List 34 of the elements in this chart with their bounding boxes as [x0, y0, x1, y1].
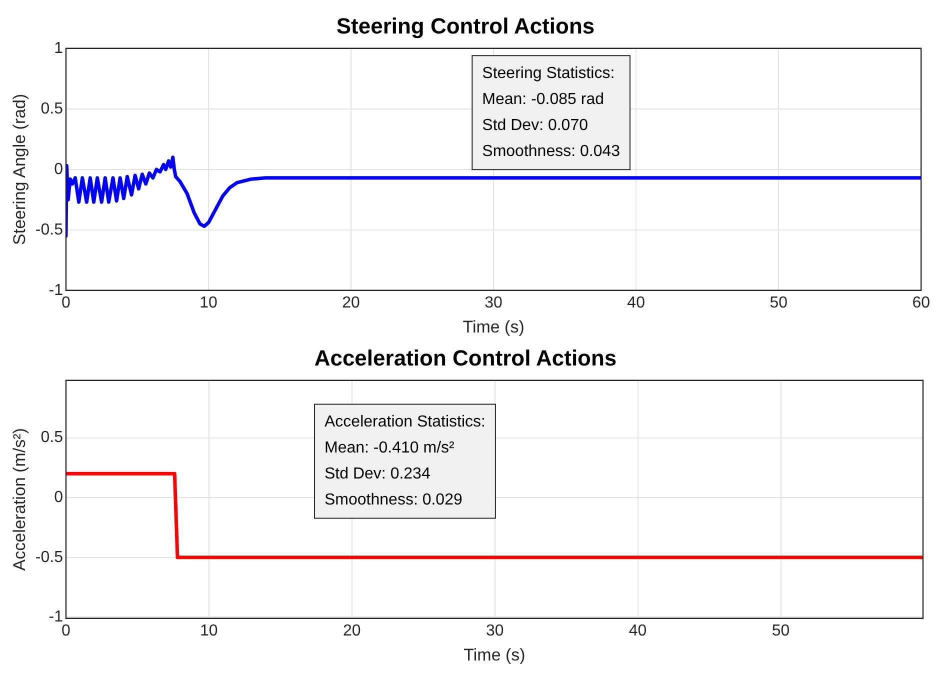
- y-tick-label: -0.5: [35, 548, 64, 566]
- x-tick-label: 50: [770, 294, 788, 312]
- x-tick-label: 10: [200, 622, 218, 640]
- x-axis-title: Time (s): [462, 317, 524, 336]
- y-tick-label: -1: [48, 282, 64, 299]
- x-axis-title: Time (s): [464, 645, 526, 664]
- x-tick-label: 20: [342, 622, 361, 640]
- x-tick-label: 30: [486, 622, 504, 640]
- y-tick-label: -1: [48, 608, 64, 626]
- annotation: Smoothness: 0.029: [324, 492, 462, 509]
- y-tick-label: 1: [54, 40, 64, 57]
- y-axis-title: Steering Angle (rad): [10, 94, 29, 245]
- x-tick-label: 20: [342, 294, 360, 312]
- y-axis-title: Acceleration (m/s²): [10, 428, 29, 571]
- annotation: Mean: -0.085 rad: [482, 91, 604, 108]
- annotation: Smoothness: 0.043: [482, 143, 620, 160]
- x-tick-label: 50: [772, 622, 790, 640]
- annotation: Std Dev: 0.234: [324, 466, 430, 483]
- x-tick-label: 40: [627, 294, 646, 312]
- x-tick-label: 10: [200, 294, 218, 312]
- y-tick-label: -0.5: [35, 221, 64, 238]
- annotation: Acceleration Statistics:: [324, 414, 486, 431]
- x-tick-label: 30: [484, 294, 503, 312]
- annotation: Steering Statistics:: [482, 65, 615, 82]
- y-tick-label: 0: [54, 489, 64, 506]
- x-tick-label: 60: [912, 294, 930, 312]
- x-tick-label: 40: [628, 622, 647, 640]
- y-tick-label: 0.5: [40, 429, 64, 446]
- annotation: Mean: -0.410 m/s²: [324, 440, 456, 457]
- chart-title: Steering Control Actions: [336, 13, 595, 38]
- annotation: Std Dev: 0.070: [482, 117, 588, 134]
- chart-title: Acceleration Control Actions: [314, 345, 617, 370]
- y-tick-label: 0: [54, 160, 64, 178]
- y-tick-label: 0.5: [40, 100, 64, 118]
